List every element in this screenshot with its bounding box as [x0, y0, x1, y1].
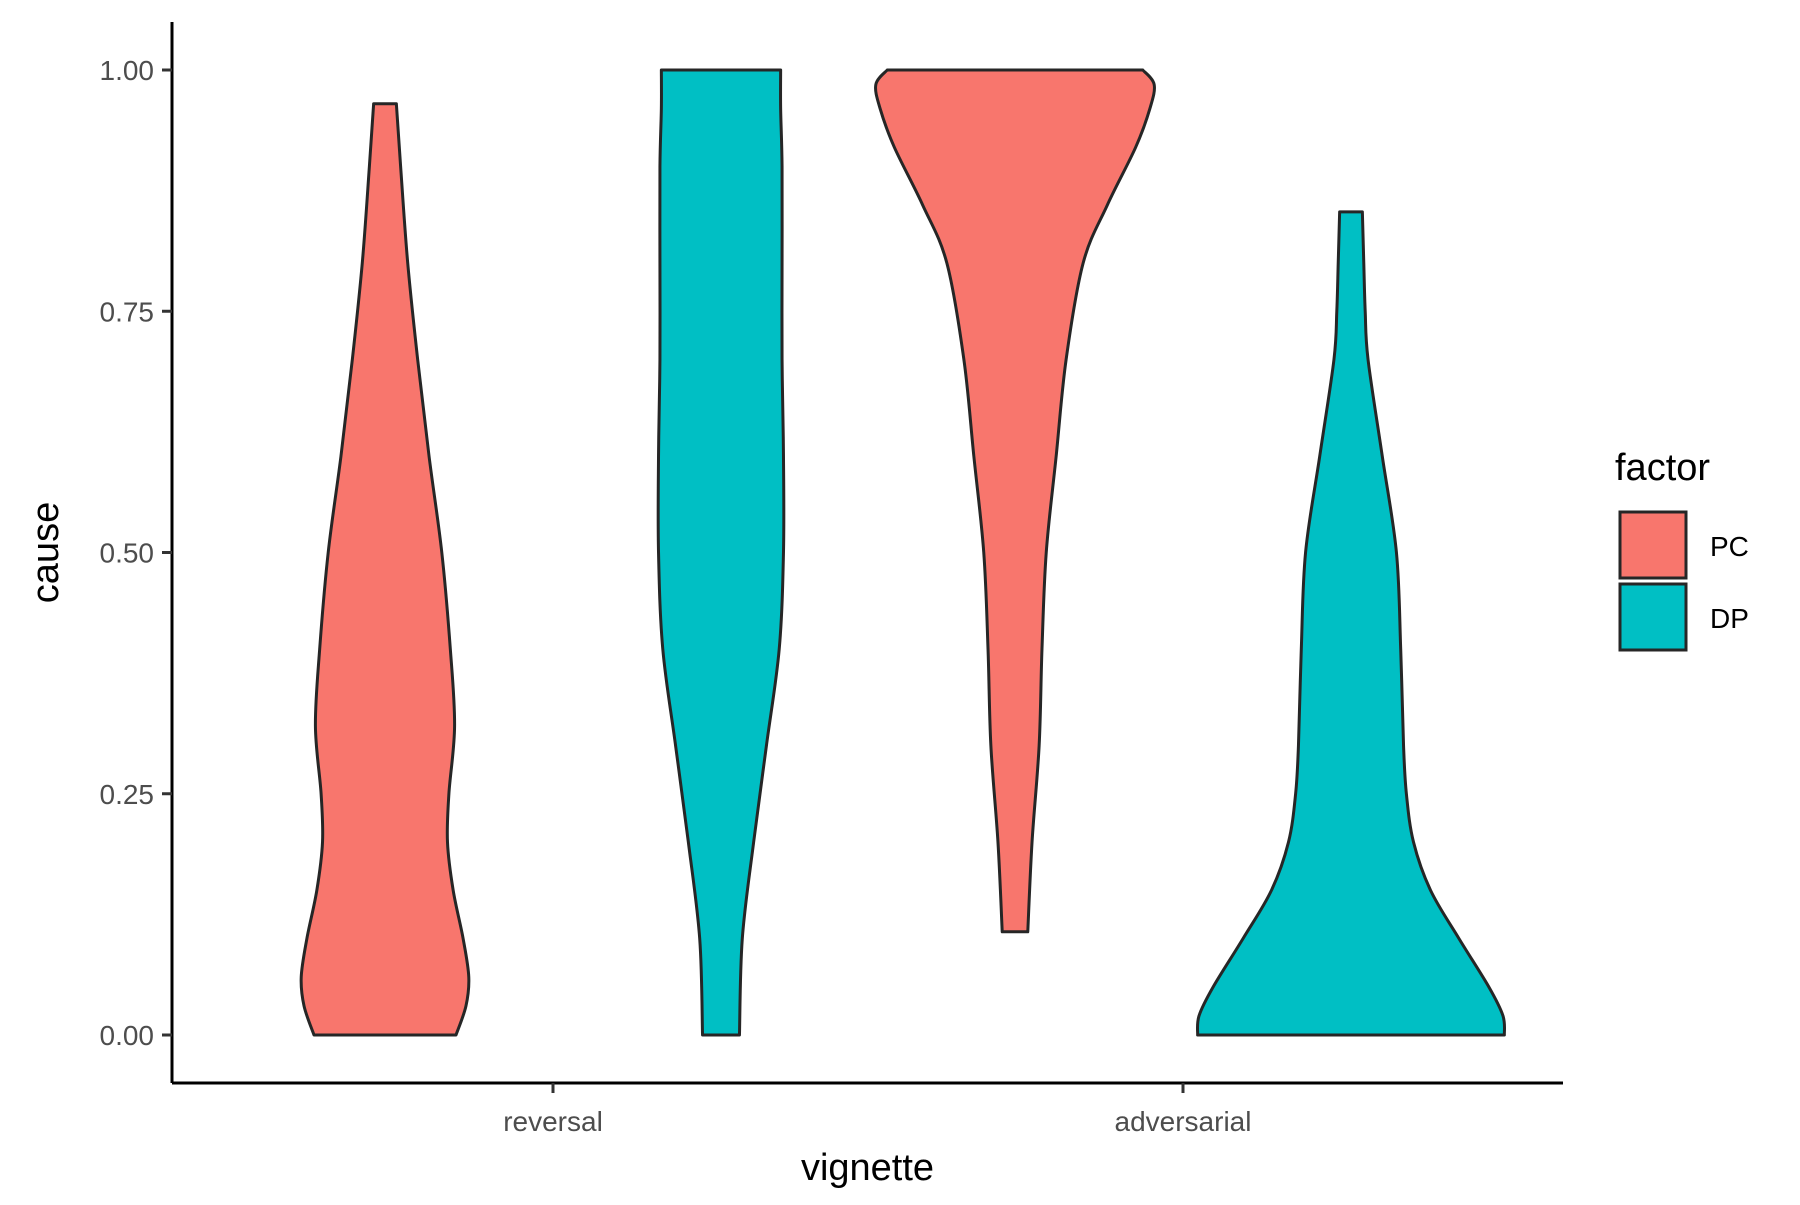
y-tick-label: 0.50 [100, 538, 155, 569]
y-tick-label: 0.25 [100, 779, 155, 810]
violin-pc-reversal [299, 102, 471, 1037]
x-tick-label: adversarial [1115, 1106, 1252, 1137]
y-ticks: 0.00 0.25 0.50 0.75 1.00 [100, 55, 172, 1051]
violin-dp-adversarial [1195, 210, 1507, 1037]
y-tick-label: 0.00 [100, 1020, 155, 1051]
legend: factor PC DP [1615, 447, 1749, 652]
violins-layer [299, 68, 1507, 1037]
y-axis-title: cause [25, 502, 67, 603]
legend-title: factor [1615, 447, 1710, 489]
legend-label-dp: DP [1710, 603, 1749, 634]
legend-key-dp [1618, 582, 1688, 652]
x-ticks: reversal adversarial [503, 1083, 1251, 1137]
violin-pc-adversarial [874, 68, 1156, 934]
y-tick-label: 1.00 [100, 55, 155, 86]
legend-label-pc: PC [1710, 531, 1749, 562]
violin-dp-reversal [656, 68, 786, 1037]
legend-key-pc [1618, 510, 1688, 580]
y-tick-label: 0.75 [100, 296, 155, 327]
legend-entries: PC DP [1618, 510, 1749, 652]
x-tick-label: reversal [503, 1106, 603, 1137]
x-axis-title: vignette [801, 1147, 934, 1189]
